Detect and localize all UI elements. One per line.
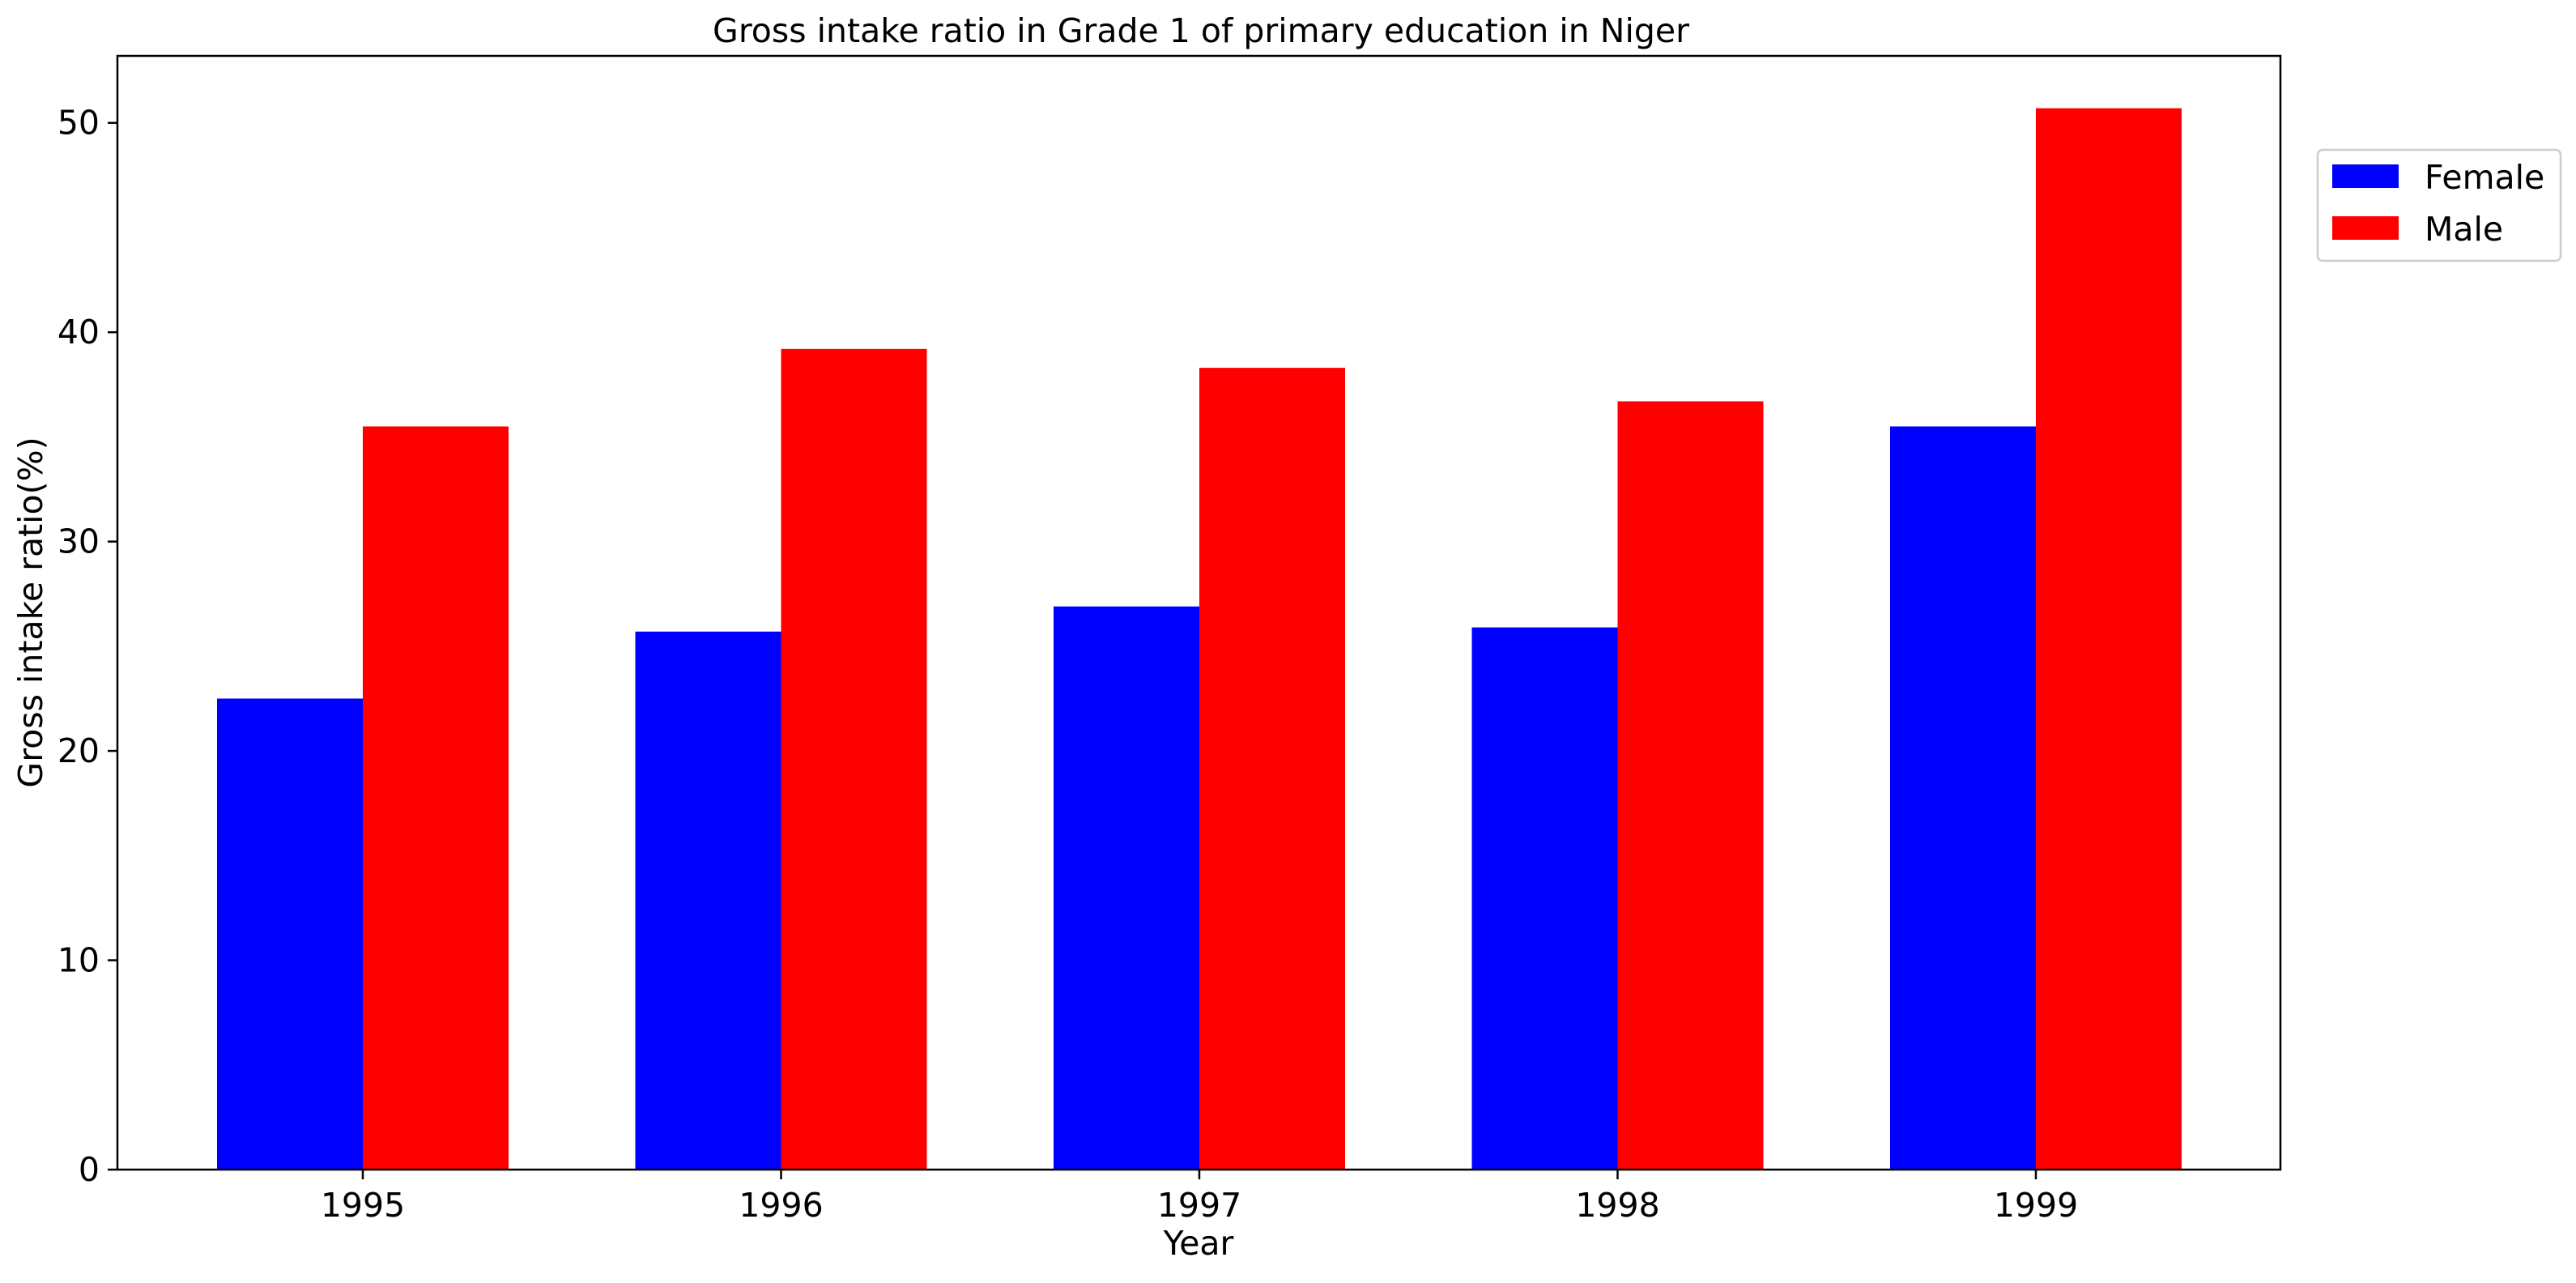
y-axis-label: Gross intake ratio(%) [11,437,50,787]
bar-male-1996 [781,348,927,1170]
x-tick-label: 1995 [321,1186,405,1225]
y-tick-label: 40 [57,313,100,352]
x-tick-label: 1998 [1575,1186,1659,1225]
legend-swatch-female [2332,164,2399,188]
bar-male-1997 [1199,368,1345,1170]
legend-swatch-male [2332,216,2399,240]
y-tick-label: 0 [79,1150,100,1189]
y-axis-ticks: 0 10 20 30 40 50 [57,104,117,1189]
bars-layer [217,108,2182,1170]
chart-title: Gross intake ratio in Grade 1 of primary… [713,11,1689,50]
y-tick-label: 10 [57,941,100,980]
y-tick-label: 20 [57,731,100,770]
bar-female-1999 [1890,426,2036,1170]
bar-female-1997 [1054,606,1199,1170]
plot-frame [116,54,2282,1171]
bar-male-1999 [2036,108,2182,1170]
bar-male-1998 [1617,401,1764,1170]
bar-female-1996 [635,631,781,1170]
x-tick-label: 1999 [1994,1186,2078,1225]
x-axis-ticks: 1995 1996 1997 1998 1999 [321,1170,2078,1225]
x-axis-label: Year [1163,1224,1234,1263]
x-tick-label: 1997 [1157,1186,1241,1225]
x-tick-label: 1996 [739,1186,823,1225]
bar-female-1995 [217,698,363,1170]
legend-label-female: Female [2425,158,2544,197]
legend: Female Male [2316,148,2562,262]
bar-male-1995 [363,426,509,1170]
bar-female-1998 [1471,627,1618,1170]
y-tick-label: 30 [57,522,100,561]
legend-label-male: Male [2425,210,2503,249]
y-tick-label: 50 [57,104,100,143]
